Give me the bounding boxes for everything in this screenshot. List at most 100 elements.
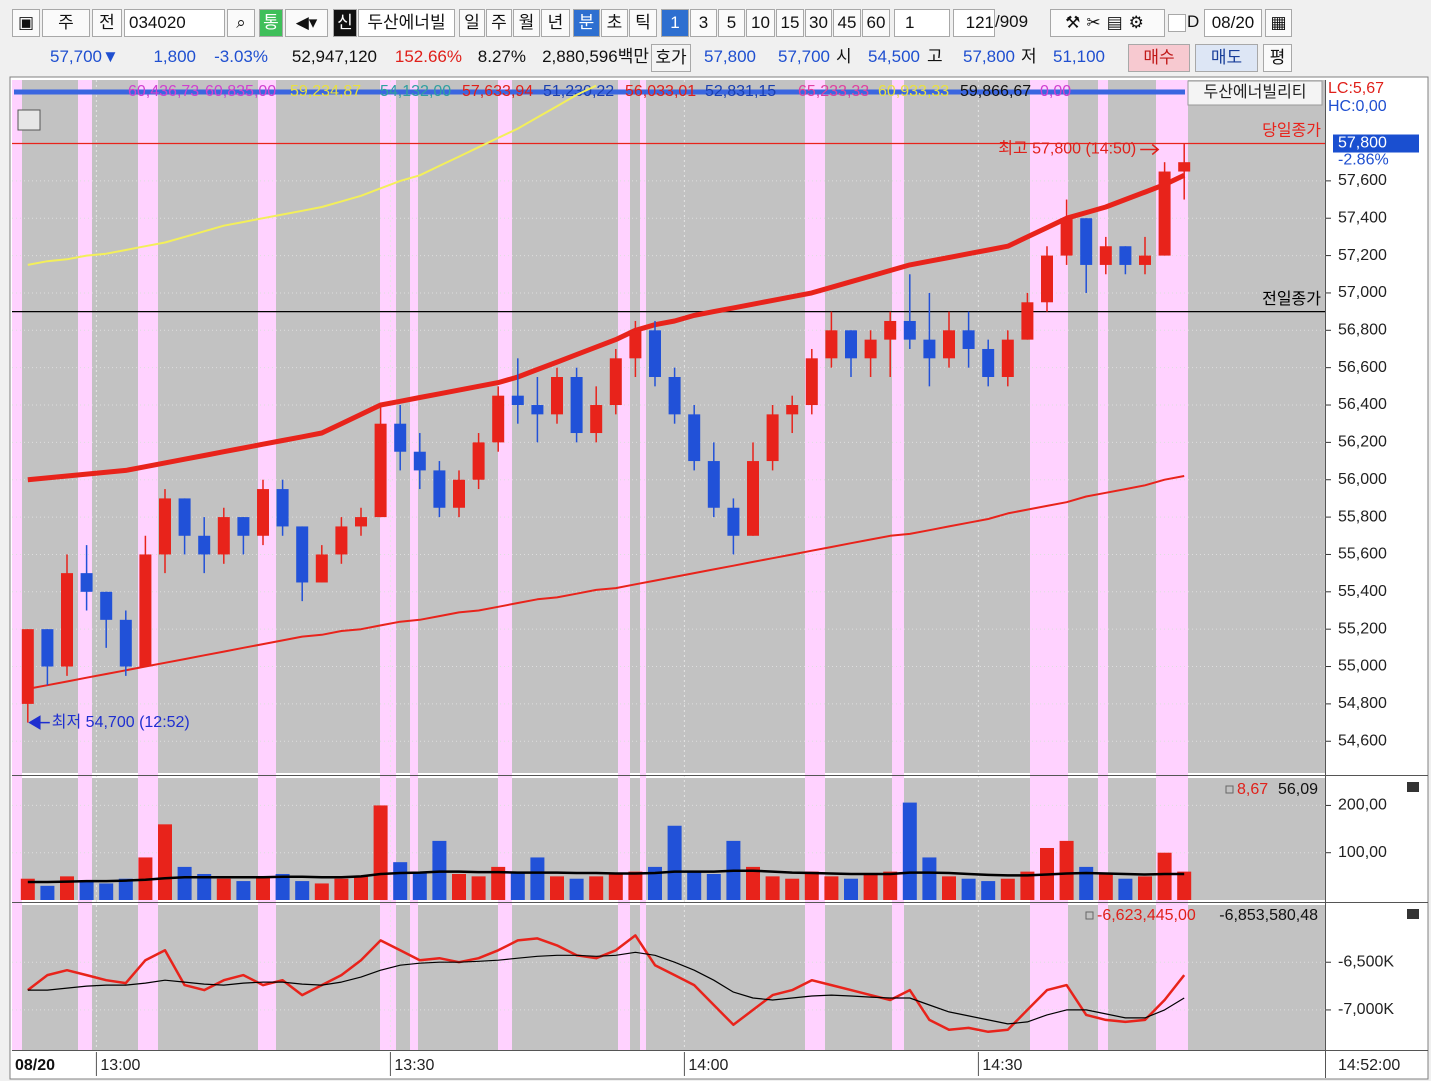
- candle-body: [21, 629, 34, 704]
- header-icon: [1225, 785, 1234, 794]
- volume-bar: [589, 876, 604, 900]
- panel-close[interactable]: [1407, 782, 1419, 792]
- period-month[interactable]: 월: [513, 9, 540, 37]
- period-tick[interactable]: 틱: [629, 9, 657, 37]
- volume-bar: [40, 885, 55, 900]
- tool-icons[interactable]: ⚒✂▤⚙: [1050, 9, 1165, 37]
- high-arrow: [1140, 143, 1160, 156]
- interval-button[interactable]: 10: [746, 9, 775, 37]
- price-tag-label: 57,800: [1338, 135, 1387, 152]
- period-second[interactable]: 초: [601, 9, 628, 37]
- sell-button[interactable]: 매도: [1195, 44, 1258, 72]
- x-tick-label: 14:30: [982, 1057, 1022, 1074]
- volume-bar: [275, 873, 290, 900]
- interval-button[interactable]: 45: [833, 9, 861, 37]
- date-label: 08/20: [15, 1057, 55, 1074]
- toolbar: ▣ 주 전 034020 ⌕ 통 ◀▾ 신 두산에너빌 일 주 월 년 분 초 …: [0, 0, 1431, 76]
- interval-input[interactable]: 1: [894, 9, 950, 37]
- interval-button[interactable]: 60: [862, 9, 890, 37]
- candle-body: [1001, 339, 1014, 377]
- volume-bar: [314, 883, 329, 900]
- ma-legend: 57,633,94: [462, 83, 533, 100]
- volume-bar: [883, 871, 898, 900]
- candle-body: [61, 573, 73, 667]
- low-label: 저: [1021, 47, 1037, 66]
- candle-body: [198, 535, 211, 555]
- interval-button[interactable]: 30: [805, 9, 832, 37]
- ma-legend: 51,230,22: [543, 83, 614, 100]
- stock-name: 두산에너빌리티: [1203, 83, 1306, 101]
- candle-body: [1021, 302, 1034, 340]
- y-tick-label: 55,400: [1338, 583, 1387, 600]
- table-toggle[interactable]: [17, 109, 41, 131]
- volume-bar: [765, 876, 780, 900]
- volume-bar: [687, 871, 702, 900]
- session-band: [380, 80, 396, 1050]
- candle-body: [982, 348, 995, 377]
- date-flag: D: [1187, 12, 1200, 31]
- panel-close[interactable]: [1407, 909, 1419, 919]
- session-band: [78, 80, 92, 1050]
- change-rate: -3.03%: [214, 47, 268, 66]
- period-week[interactable]: 주: [486, 9, 512, 37]
- date-input[interactable]: 08/20: [1204, 9, 1262, 37]
- count-input[interactable]: 121: [953, 9, 995, 37]
- market-select[interactable]: 주: [42, 9, 90, 37]
- tong-button[interactable]: 통: [259, 9, 283, 37]
- ma-legend: 59,866,67: [960, 83, 1031, 100]
- period-year[interactable]: 년: [541, 9, 570, 37]
- candle-body: [1158, 171, 1171, 256]
- x-tick-label: 14:00: [688, 1057, 728, 1074]
- interval-button[interactable]: 3: [690, 9, 717, 37]
- balance-button[interactable]: 평: [1263, 44, 1292, 72]
- y-tick-label: 57,200: [1338, 247, 1387, 264]
- prev-button[interactable]: 전: [92, 9, 122, 37]
- new-button[interactable]: 신: [333, 9, 357, 37]
- lc-label: LC:5,67: [1328, 80, 1384, 97]
- interval-button[interactable]: 15: [776, 9, 804, 37]
- menu-icon[interactable]: ▣: [12, 9, 40, 37]
- main-series: [21, 84, 1191, 723]
- volume-bar: [1177, 871, 1192, 900]
- trade-value: 2,880,596백만: [542, 47, 649, 66]
- candle-body: [511, 395, 524, 406]
- sound-button[interactable]: ◀▾: [285, 9, 328, 37]
- stock-name[interactable]: 두산에너빌: [358, 9, 455, 37]
- volume-bar: [1098, 873, 1113, 900]
- interval-button[interactable]: 1: [661, 9, 689, 37]
- volume-bar: [863, 873, 878, 900]
- quote-label[interactable]: 호가: [651, 44, 691, 72]
- candle-body: [1139, 255, 1151, 265]
- period-day[interactable]: 일: [459, 9, 485, 37]
- candle-body: [492, 395, 505, 443]
- code-input[interactable]: 034020: [124, 9, 225, 37]
- candle-body: [1178, 162, 1191, 172]
- volume-bar: [1157, 852, 1172, 900]
- volume-bar: [79, 881, 94, 900]
- period-minute[interactable]: 분: [573, 9, 600, 37]
- volume-ratio: 152.66%: [394, 47, 462, 66]
- indicator-line: [27, 934, 1186, 1034]
- indicator-line: [27, 475, 1185, 690]
- calendar-button[interactable]: ▦: [1265, 9, 1292, 37]
- volume-bar: [197, 873, 212, 900]
- ma-legend: 59,234,87: [290, 83, 361, 100]
- search-button[interactable]: ⌕: [227, 9, 255, 37]
- candle-body: [217, 517, 230, 555]
- session-band: [258, 80, 276, 1050]
- buy-button[interactable]: 매수: [1128, 44, 1190, 72]
- y-tick-label: 54,800: [1338, 695, 1387, 712]
- ma-legend: 60,933,33: [878, 83, 949, 100]
- date-checkbox[interactable]: [1168, 14, 1186, 32]
- panel-header: 8,67: [1237, 781, 1268, 798]
- y-tick-label: 56,600: [1338, 359, 1387, 376]
- volume-bar: [746, 866, 760, 900]
- candle-body: [570, 377, 583, 434]
- interval-button[interactable]: 5: [718, 9, 745, 37]
- volume-bar: [1020, 871, 1035, 900]
- volume-bar: [608, 873, 623, 900]
- panel-header: 56,09: [1278, 781, 1318, 798]
- volume-bar: [412, 871, 427, 900]
